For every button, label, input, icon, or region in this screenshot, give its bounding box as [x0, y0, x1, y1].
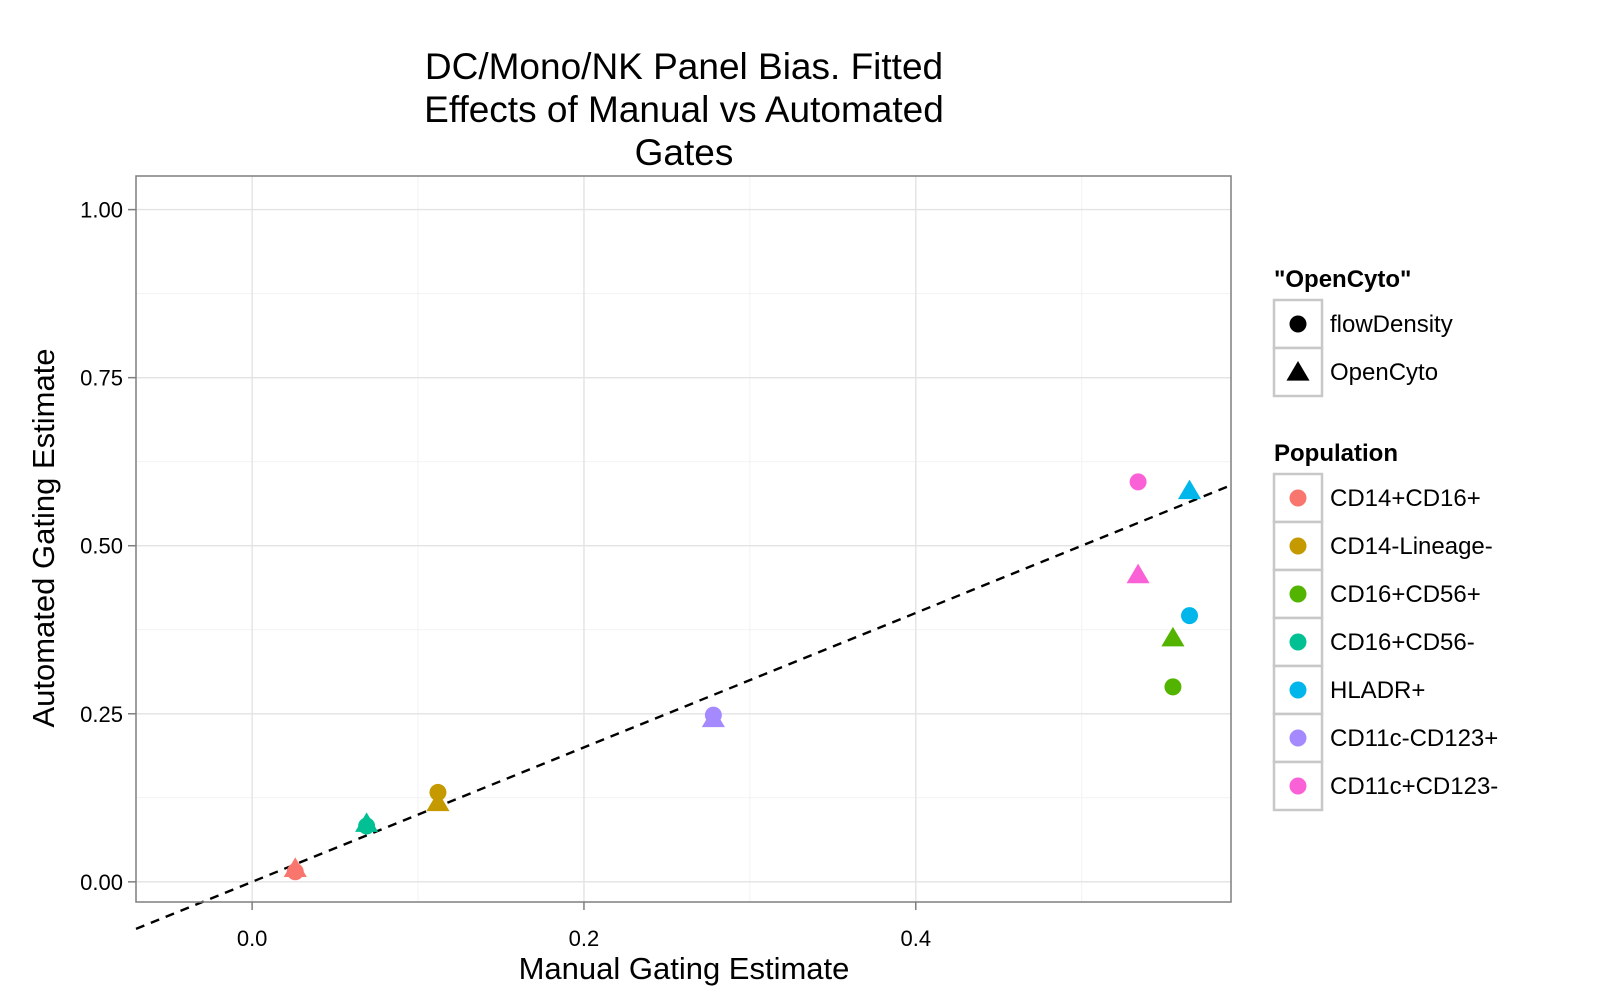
y-tick-label: 0.50: [80, 534, 123, 559]
y-axis-title: Automated Gating Estimate: [26, 348, 61, 727]
title-line-1: DC/Mono/NK Panel Bias. Fitted: [425, 46, 943, 87]
legend-key-dot: [1289, 777, 1307, 795]
point-triangle-CD14-Lineage-: [426, 791, 450, 812]
y-tick-label: 1.00: [80, 198, 123, 223]
legend-color: Population CD14+CD16+ CD14-Lineage- CD16+C…: [1272, 440, 1498, 812]
y-axis-ticks: 0.00 0.25 0.50 0.75 1.00: [80, 198, 136, 895]
point-triangle-CD14+CD16+: [283, 857, 307, 877]
legend-color-label: CD11c-CD123+: [1330, 725, 1498, 752]
chart-title: DC/Mono/NK Panel Bias. Fitted Effects of…: [424, 46, 944, 173]
x-tick-label: 0.0: [237, 926, 268, 951]
data-points: [283, 473, 1202, 881]
legend-color-label: CD16+CD56-: [1330, 629, 1475, 656]
point-circle-HLADR+: [1181, 607, 1199, 625]
legend-shape: "OpenCyto" flowDensity OpenCyto: [1272, 266, 1453, 398]
legend-color-title: Population: [1274, 440, 1398, 467]
y-tick-label: 0.00: [80, 870, 123, 895]
point-triangle-CD11c+CD123-: [1126, 563, 1150, 584]
x-axis-ticks: 0.0 0.2 0.4: [237, 902, 931, 951]
legend-shape-label: flowDensity: [1330, 311, 1453, 338]
legend-shape-title: "OpenCyto": [1274, 266, 1411, 293]
legend-key-triangle: [1286, 361, 1310, 381]
legend-key-dot: [1289, 489, 1307, 507]
point-triangle-CD16+CD56-: [355, 812, 379, 832]
plot-border: [135, 175, 1232, 903]
reference-line-group: [135, 484, 1232, 931]
legend-shape-label: OpenCyto: [1330, 359, 1438, 386]
point-triangle-HLADR+: [1177, 479, 1202, 500]
legend-color-label: HLADR+: [1330, 677, 1425, 704]
title-line-3: Gates: [635, 132, 734, 173]
point-triangle-CD16+CD56+: [1161, 626, 1185, 647]
y-tick-label: 0.25: [80, 702, 123, 727]
plot-background: [136, 176, 1231, 902]
legend-color-label: CD11c+CD123-: [1330, 773, 1498, 800]
legend-key-dot: [1289, 633, 1307, 651]
legend-key-dot: [1289, 681, 1307, 699]
reference-line: [135, 484, 1232, 931]
legend-color-label: CD14-Lineage-: [1330, 533, 1493, 560]
x-tick-label: 0.4: [900, 926, 931, 951]
legend-color-items: CD14+CD16+ CD14-Lineage- CD16+CD56+ CD16+CD…: [1272, 472, 1498, 812]
legend-key-dot: [1289, 585, 1307, 603]
legend-color-label: CD14+CD16+: [1330, 485, 1481, 512]
point-circle-CD16+CD56+: [1164, 678, 1182, 696]
legend-shape-items: flowDensity OpenCyto: [1272, 298, 1453, 398]
y-tick-label: 0.75: [80, 366, 123, 391]
legend-color-label: CD16+CD56+: [1330, 581, 1481, 608]
legend-key-dot: [1289, 729, 1307, 747]
legend-key-dot: [1289, 537, 1307, 555]
x-axis-title: Manual Gating Estimate: [519, 951, 850, 986]
title-line-2: Effects of Manual vs Automated: [424, 89, 944, 130]
grid-lines: [136, 176, 1231, 902]
legend-key-circle: [1289, 315, 1307, 333]
point-triangle-CD11c-CD123+: [701, 707, 725, 728]
point-circle-CD11c+CD123-: [1129, 473, 1147, 491]
x-tick-label: 0.2: [569, 926, 600, 951]
